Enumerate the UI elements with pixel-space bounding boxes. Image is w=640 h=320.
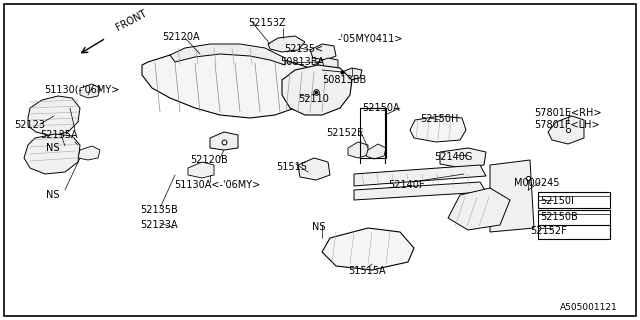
Text: 52150I: 52150I <box>540 196 574 206</box>
Polygon shape <box>170 44 285 65</box>
Polygon shape <box>340 68 362 80</box>
Polygon shape <box>440 148 486 168</box>
Text: 52123: 52123 <box>14 120 45 130</box>
Text: 52123A: 52123A <box>140 220 178 230</box>
Text: 52140G: 52140G <box>434 152 472 162</box>
Text: 57801F<LH>: 57801F<LH> <box>534 120 600 130</box>
Text: 52152F: 52152F <box>530 226 567 236</box>
Polygon shape <box>548 116 584 144</box>
Polygon shape <box>282 65 352 115</box>
Text: 52135<: 52135< <box>284 44 323 54</box>
Bar <box>538 210 610 226</box>
Text: 52135A: 52135A <box>40 130 77 140</box>
Polygon shape <box>78 146 100 160</box>
Text: 51130(-'06MY>: 51130(-'06MY> <box>44 84 120 94</box>
Text: 52152E: 52152E <box>326 128 364 138</box>
Bar <box>538 225 610 239</box>
Polygon shape <box>490 160 534 232</box>
Text: NS: NS <box>46 190 60 200</box>
Polygon shape <box>188 162 214 178</box>
Text: M000245: M000245 <box>514 178 559 188</box>
Polygon shape <box>28 96 80 136</box>
Polygon shape <box>322 228 414 270</box>
Polygon shape <box>24 134 80 174</box>
Text: 57801E<RH>: 57801E<RH> <box>534 108 602 118</box>
Text: 51130A<-'06MY>: 51130A<-'06MY> <box>174 180 260 190</box>
Polygon shape <box>448 188 510 230</box>
Polygon shape <box>80 84 100 98</box>
Polygon shape <box>142 52 315 118</box>
Polygon shape <box>348 142 368 158</box>
Text: 52140F: 52140F <box>388 180 424 190</box>
Polygon shape <box>316 58 338 70</box>
Text: 52150A: 52150A <box>362 103 399 113</box>
Text: 51515: 51515 <box>276 162 307 172</box>
Text: 52153Z: 52153Z <box>248 18 285 28</box>
Polygon shape <box>210 132 238 150</box>
Text: 52120B: 52120B <box>190 155 228 165</box>
Text: 52150B: 52150B <box>540 212 578 222</box>
Text: -'05MY0411>: -'05MY0411> <box>338 34 403 44</box>
Text: 52110: 52110 <box>298 94 329 104</box>
Text: 52120A: 52120A <box>162 32 200 42</box>
Text: 51515A: 51515A <box>348 266 386 276</box>
Text: A505001121: A505001121 <box>560 303 618 312</box>
Bar <box>538 192 610 208</box>
Text: 50813BA: 50813BA <box>280 57 324 67</box>
Polygon shape <box>354 165 486 186</box>
Polygon shape <box>298 158 330 180</box>
Text: FRONT: FRONT <box>114 9 148 33</box>
Text: NS: NS <box>312 222 326 232</box>
Text: 50813BB: 50813BB <box>322 75 366 85</box>
Text: 52150H: 52150H <box>420 114 458 124</box>
Text: 52135B: 52135B <box>140 205 178 215</box>
Polygon shape <box>268 36 305 52</box>
Polygon shape <box>410 116 466 142</box>
Polygon shape <box>310 44 336 60</box>
Polygon shape <box>366 144 386 159</box>
Polygon shape <box>354 182 486 200</box>
Text: NS: NS <box>46 143 60 153</box>
